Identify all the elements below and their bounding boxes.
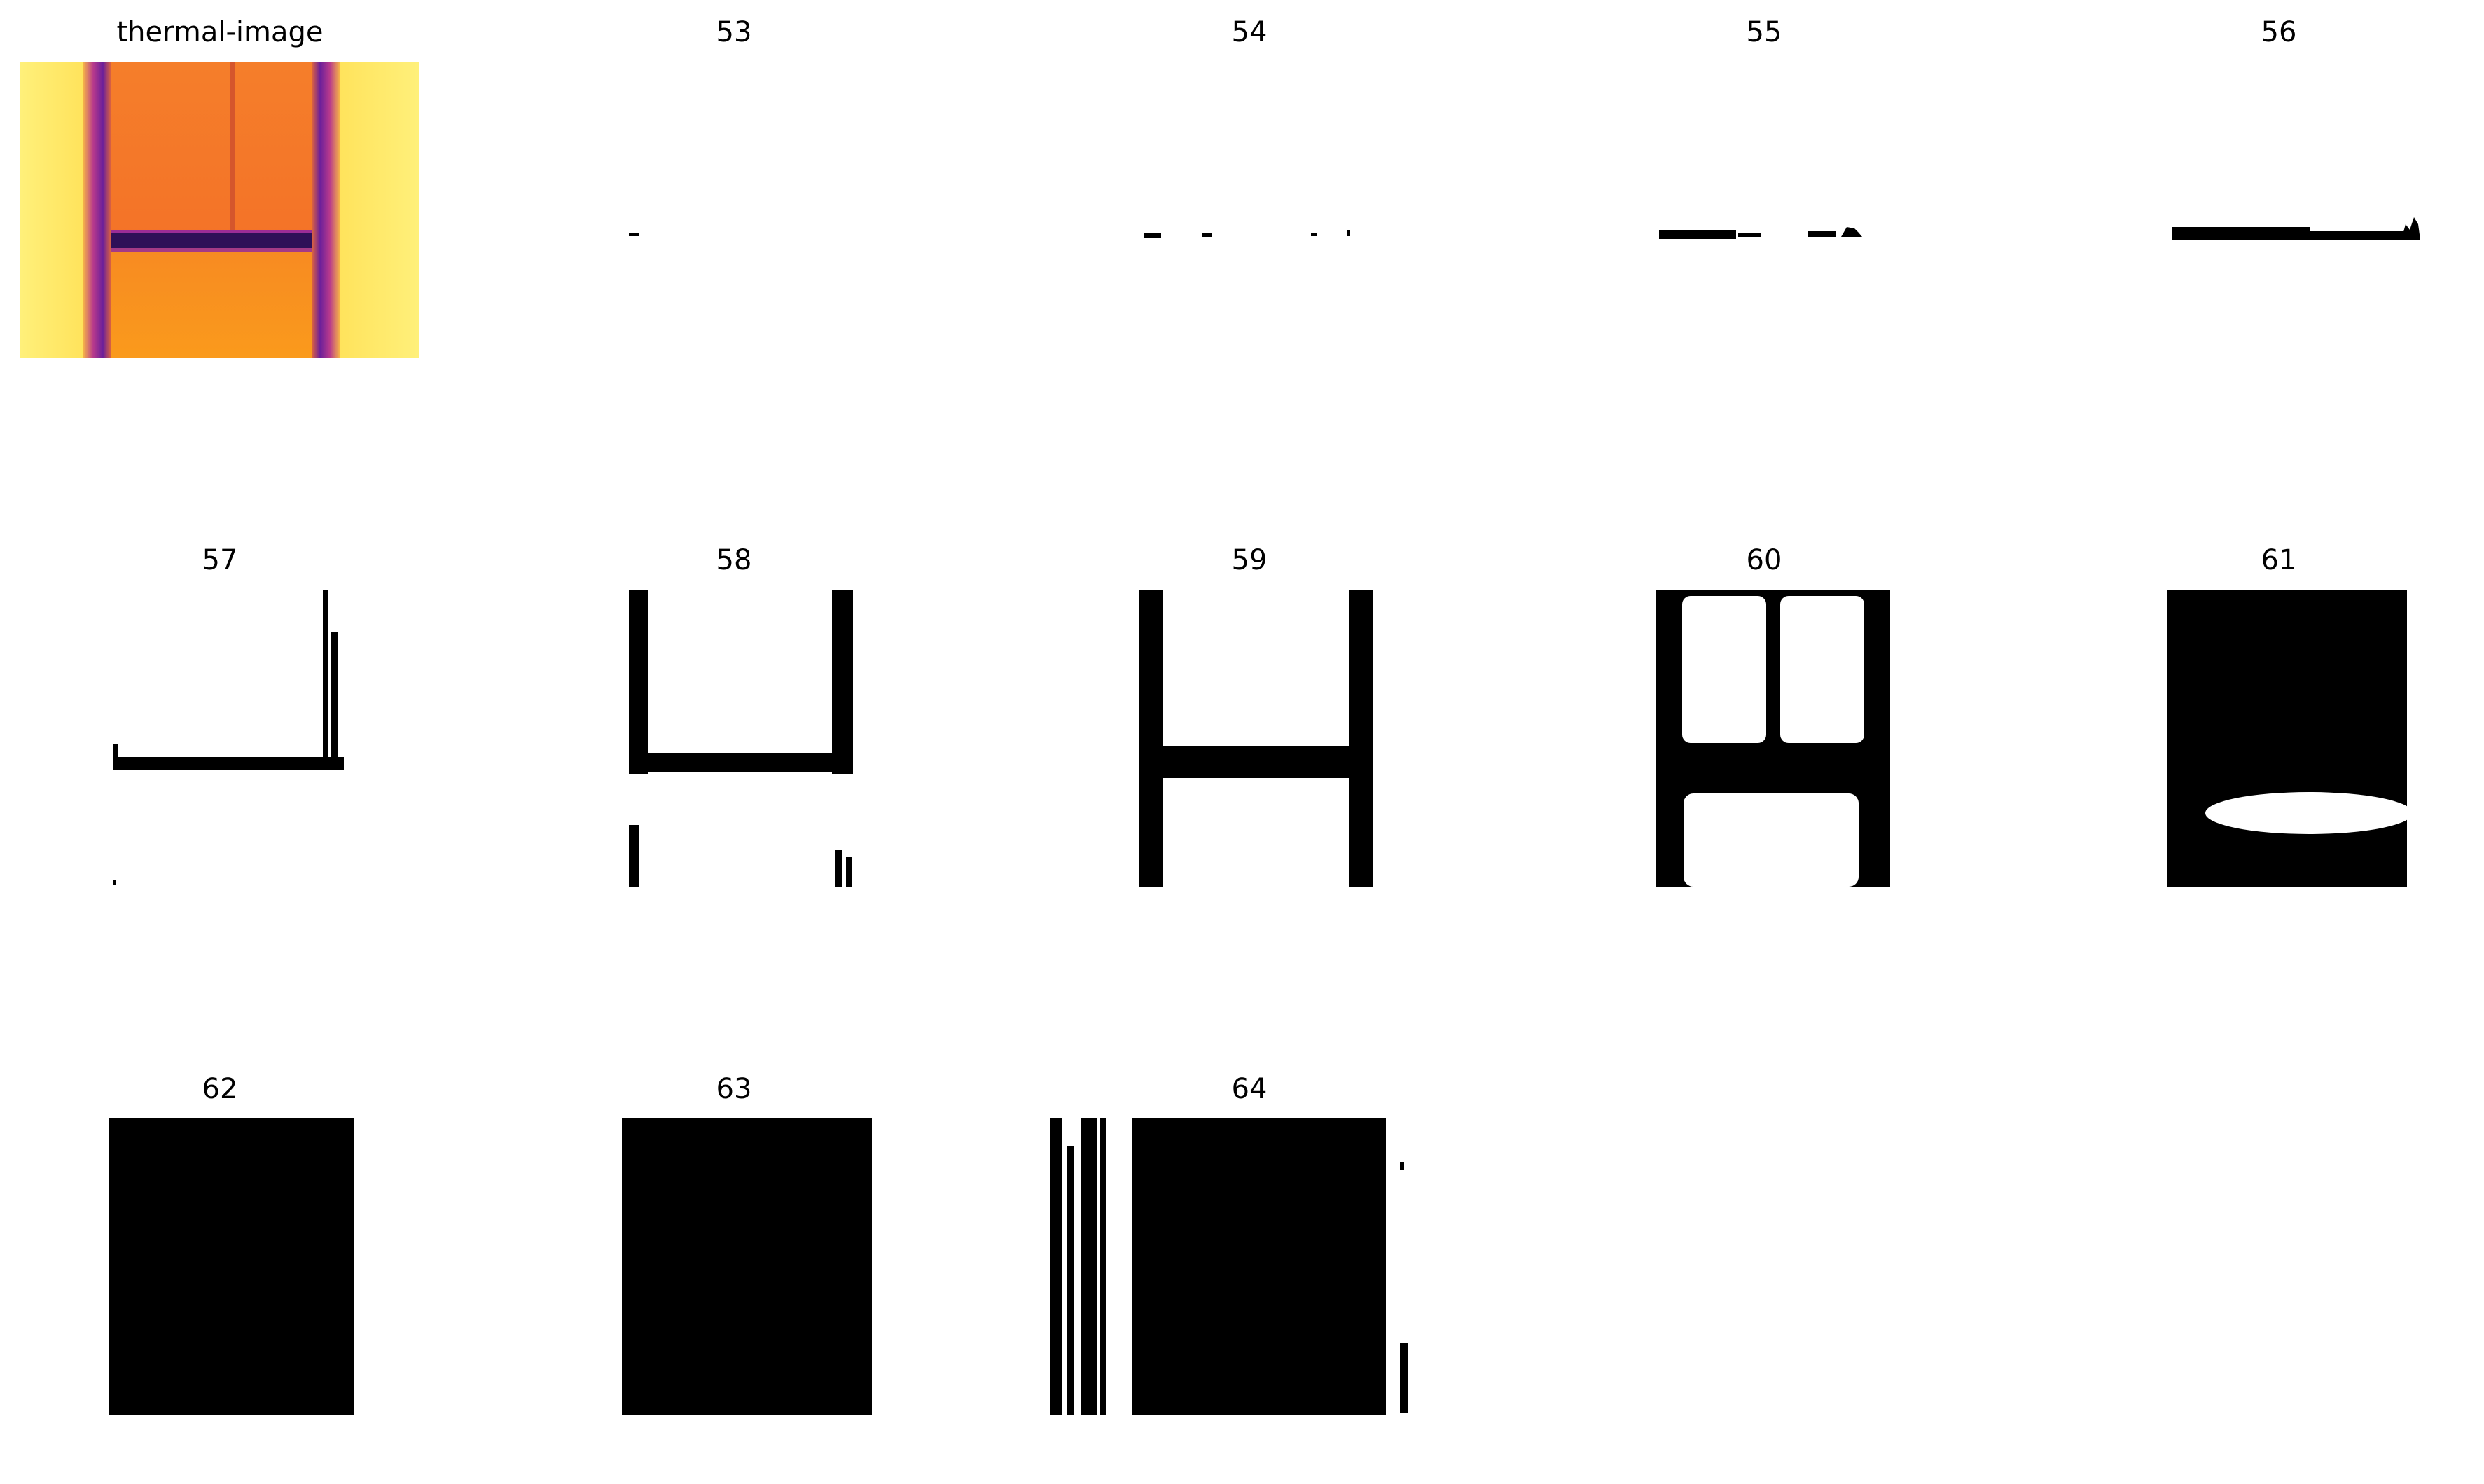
mask-panel-55	[1564, 62, 1963, 358]
thermal-image-panel	[20, 62, 419, 358]
panel-title-61: 61	[2261, 544, 2297, 576]
binary-mask-55	[1659, 227, 1862, 239]
binary-mask-63	[622, 1118, 872, 1415]
panel-title-58: 58	[716, 544, 752, 576]
panel-title-63: 63	[716, 1073, 752, 1105]
binary-mask-57	[113, 590, 344, 885]
mask-panel-59	[1050, 590, 1448, 887]
mask-panel-63	[534, 1118, 933, 1415]
binary-mask-54	[1144, 230, 1350, 238]
mask-panel-61	[2079, 590, 2478, 887]
panel-title-53: 53	[716, 16, 752, 48]
mask-panel-58	[534, 590, 933, 887]
binary-mask-59	[1139, 590, 1373, 887]
mask-panel-60	[1564, 590, 1963, 887]
panel-title-55: 55	[1746, 16, 1782, 48]
binary-mask-61	[2167, 590, 2413, 887]
mask-panel-64	[1050, 1118, 1448, 1415]
mask-panel-56	[2079, 62, 2478, 358]
thermal-image	[20, 62, 419, 358]
mask-panel-53	[534, 62, 933, 358]
binary-mask-60	[1656, 590, 1890, 887]
panel-title-59: 59	[1231, 544, 1268, 576]
binary-mask-64	[1050, 1118, 1408, 1415]
binary-mask-56	[2172, 217, 2420, 240]
panel-title-thermal-image: thermal-image	[116, 16, 324, 48]
panel-title-56: 56	[2261, 16, 2297, 48]
panel-title-62: 62	[202, 1073, 238, 1105]
mask-panel-54	[1050, 62, 1448, 358]
binary-mask-53	[629, 233, 639, 236]
mask-panel-57	[20, 590, 419, 887]
panel-title-57: 57	[202, 544, 238, 576]
panel-title-64: 64	[1231, 1073, 1268, 1105]
panel-title-54: 54	[1231, 16, 1268, 48]
binary-mask-58	[629, 590, 853, 887]
binary-mask-62	[109, 1118, 354, 1415]
panel-title-60: 60	[1746, 544, 1782, 576]
mask-panel-62	[20, 1118, 419, 1415]
